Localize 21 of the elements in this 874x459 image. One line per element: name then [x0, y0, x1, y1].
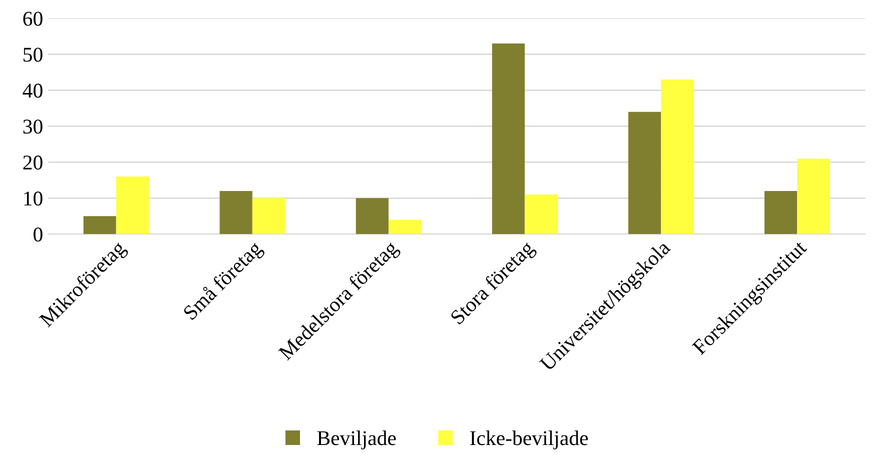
bar — [764, 190, 798, 234]
y-tick-label: 20 — [23, 156, 42, 170]
bar — [252, 198, 286, 234]
bar — [628, 112, 661, 234]
bar — [116, 176, 149, 234]
bar — [524, 194, 558, 234]
y-tick-label: 10 — [24, 192, 42, 206]
bar — [492, 44, 525, 234]
bar — [660, 79, 694, 234]
y-tick-label: 30 — [23, 120, 42, 134]
y-tick-label: 50 — [24, 48, 42, 62]
bar — [797, 158, 830, 234]
bar — [388, 220, 422, 234]
bar — [220, 190, 252, 234]
bar — [356, 198, 389, 234]
legend-label: Icke-beviljade — [470, 430, 588, 450]
y-tick-label: 40 — [22, 84, 42, 98]
y-tick-label: 0 — [34, 227, 42, 242]
bar — [83, 216, 116, 234]
y-tick-label: 60 — [23, 12, 42, 26]
legend-label: Beviljade — [317, 430, 396, 450]
